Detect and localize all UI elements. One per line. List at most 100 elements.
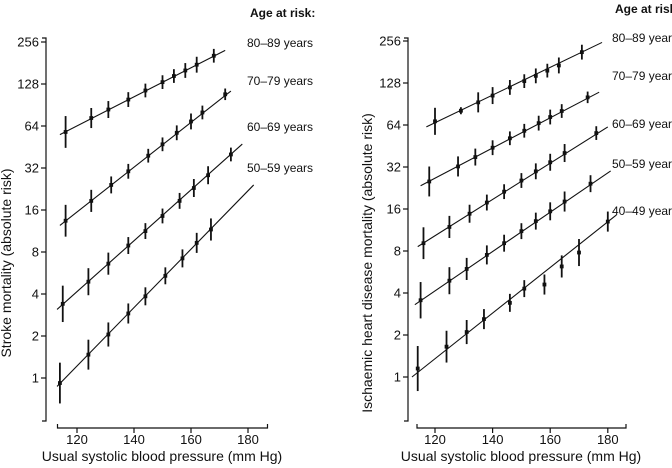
legend-item: 50–59 years [247,161,313,175]
x-tick-label: 180 [237,432,259,447]
data-point-marker [605,219,610,224]
data-point-marker [473,155,478,159]
data-point-marker [594,131,599,135]
x-axis-title-right: Usual systolic blood pressure (mm Hg) [401,448,641,464]
legend-item: 40–49 years [612,204,672,218]
data-point-marker [180,256,185,261]
data-point-marker [502,241,507,246]
data-point-marker [418,298,423,303]
data-point-marker [556,63,561,68]
x-axis-line [56,424,269,429]
x-tick-label: 120 [424,432,446,447]
data-point-marker [484,200,489,205]
legend-item: 70–79 years [247,74,313,88]
y-axis-title-ihd: Ischaemic heart disease mortality (absol… [359,113,375,413]
data-point-marker [89,116,94,120]
regression-line [414,170,611,306]
y-axis-line [404,37,409,422]
data-point-marker [146,153,151,158]
x-tick-label: 140 [482,432,504,447]
y-axis-line [42,37,47,422]
regression-line [426,41,603,128]
regression-line [59,90,232,226]
data-point-marker [507,85,512,90]
legend-item: 80–89 years [612,31,672,45]
legend-item: 60–69 years [612,117,672,131]
data-point-marker [562,199,567,204]
data-point-marker [229,152,233,157]
data-point-marker [143,294,148,299]
data-point-marker [588,181,593,186]
y-tick-label: 8 [32,245,39,260]
x-tick-label: 180 [597,432,619,447]
data-point-marker [194,62,199,67]
data-point-marker [223,92,228,97]
data-point-marker [433,119,437,124]
y-axis-title-stroke: Stroke mortality (absolute risk) [0,168,14,357]
data-point-marker [548,160,553,165]
data-point-marker [464,330,469,334]
data-point-marker [545,68,550,73]
data-point-marker [109,183,114,187]
legend-item: 60–69 years [247,120,313,134]
data-point-marker [189,119,193,124]
y-tick-label: 4 [32,287,39,302]
data-point-marker [522,286,527,291]
data-point-marker [577,250,581,255]
data-point-marker [106,261,111,266]
data-point-marker [507,136,512,141]
data-point-marker [548,209,553,214]
data-point-marker [533,73,538,78]
legend-item: 50–59 years [612,157,672,171]
y-tick-label: 32 [25,161,39,176]
y-tick-label: 2 [394,328,401,343]
data-point-marker [519,178,524,183]
data-point-marker [484,253,489,257]
y-tick-label: 64 [25,119,39,134]
x-tick-label: 140 [123,432,145,447]
data-point-marker [476,100,481,105]
data-point-marker [579,50,584,55]
data-point-marker [126,243,131,248]
data-point-marker [86,352,91,357]
x-axis-title-left: Usual systolic blood pressure (mm Hg) [42,448,282,464]
data-point-marker [585,95,590,100]
data-point-marker [533,219,538,224]
data-point-marker [467,211,472,216]
regression-line [59,49,226,136]
y-tick-label: 1 [32,371,39,386]
data-point-marker [459,108,463,113]
data-point-marker [522,79,527,84]
data-point-marker [482,317,486,322]
data-point-marker [502,189,507,194]
data-point-marker [163,273,168,278]
data-point-marker [126,97,131,102]
data-point-marker [174,130,179,135]
data-point-marker [447,225,452,229]
legend-title: Age at risk: [250,6,315,20]
data-point-marker [444,344,449,349]
data-point-marker [536,121,541,126]
y-tick-label: 4 [394,286,401,301]
y-tick-label: 64 [387,118,401,133]
data-point-marker [177,198,182,203]
x-axis-line [416,424,627,429]
y-tick-label: 2 [32,329,39,344]
data-point-marker [200,110,205,115]
data-point-marker [427,179,432,184]
data-point-marker [490,93,495,98]
data-point-marker [89,198,94,203]
regression-line [56,143,243,310]
x-tick-label: 160 [180,432,202,447]
data-point-marker [63,130,68,134]
data-point-marker [58,381,62,385]
data-point-marker [447,278,452,283]
data-point-marker [126,311,131,316]
data-point-marker [542,282,547,287]
legend-title: Age at risk: [615,2,672,16]
data-point-marker [533,169,538,174]
data-point-marker [522,128,527,133]
data-point-marker [126,169,131,174]
data-point-marker [63,218,68,223]
